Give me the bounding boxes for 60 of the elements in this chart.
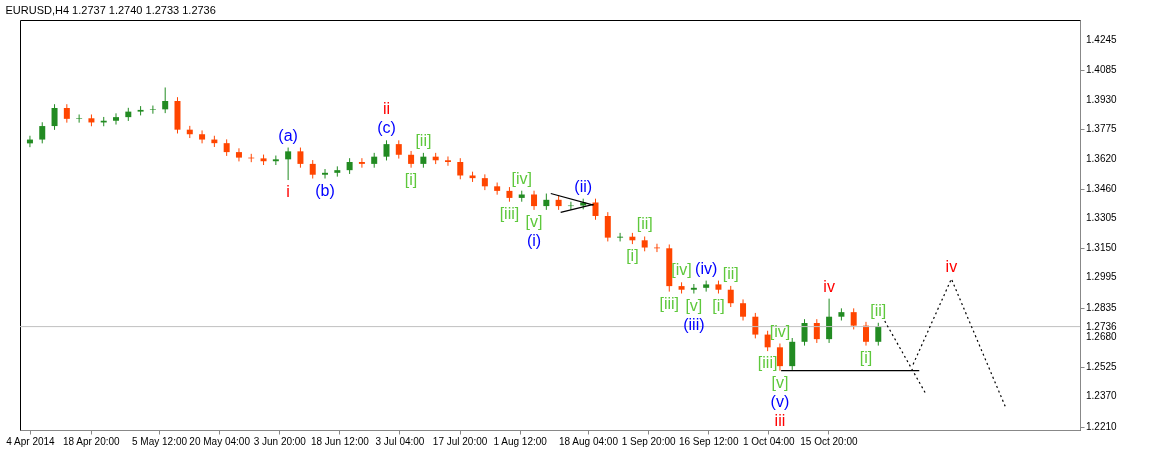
annotation: i [286, 183, 290, 201]
y-tick-label: 1.4085 [1086, 64, 1118, 76]
annotation: ii [382, 100, 391, 118]
y-tick-label: 1.3620 [1086, 152, 1118, 164]
annotation: [i] [712, 296, 725, 314]
x-tick-label: 3 Jun 20:00 [253, 435, 307, 447]
x-tick-label: 17 Jul 20:00 [432, 435, 488, 447]
y-tick-label: 1.2370 [1086, 390, 1118, 402]
y-tick-label: 1.3305 [1086, 212, 1118, 224]
y-tick-label: 1.2835 [1086, 301, 1118, 313]
y-tick-label: 1.2680 [1086, 331, 1118, 343]
annotation: [iv] [511, 169, 532, 187]
x-tick-label: 4 Apr 2014 [6, 435, 56, 447]
annotation: [ii] [870, 301, 887, 319]
annotation: [i] [859, 348, 873, 366]
x-tick-label: 18 Aug 04:00 [559, 435, 619, 447]
x-tick-label: 1 Aug 12:00 [493, 435, 548, 447]
y-tick-label: 1.3930 [1086, 93, 1118, 105]
y-tick-label: 1.3460 [1086, 182, 1118, 194]
annotation: iv [823, 277, 835, 295]
annotation: [iv] [671, 261, 692, 279]
x-tick-label: 18 Jun 12:00 [310, 435, 370, 447]
annotation: (a) [278, 126, 298, 144]
y-tick-label: 1.2525 [1086, 360, 1118, 372]
annotation: [iv] [769, 322, 791, 340]
y-tick-label: 1.3150 [1086, 241, 1118, 253]
annotation: [i] [404, 170, 418, 188]
annotation: [ii] [415, 131, 432, 149]
annotation: (v) [770, 392, 790, 410]
annotation: (iii) [683, 315, 705, 333]
annotation: (iv) [695, 259, 718, 277]
annotation: iv [945, 257, 958, 275]
x-tick-label: 5 May 12:00 [132, 435, 188, 447]
x-tick-label: 3 Jul 04:00 [375, 435, 425, 447]
x-tick-label: 18 Apr 20:00 [62, 435, 121, 447]
annotation: [iii] [499, 204, 520, 222]
chart-title: EURUSD,H4 1.2737 1.2740 1.2733 1.2736 [5, 4, 216, 16]
y-tick-label: 1.3775 [1086, 123, 1118, 135]
x-tick-label: 15 Oct 20:00 [800, 435, 858, 447]
annotation: [ii] [636, 215, 653, 233]
annotation: (ii) [574, 177, 593, 195]
y-tick-label: 1.2995 [1086, 271, 1118, 283]
annotation: (c) [377, 119, 396, 137]
annotation: [iii] [757, 354, 778, 372]
annotation: [v] [525, 212, 543, 230]
x-tick-label: 1 Oct 04:00 [742, 435, 796, 447]
annotation: [v] [771, 373, 789, 391]
y-tick-label: 1.4245 [1086, 33, 1118, 45]
y-tick-label: 1.2210 [1086, 420, 1118, 432]
annotation: iii [774, 411, 786, 429]
annotation: [ii] [722, 264, 739, 282]
x-tick-label: 1 Sep 20:00 [621, 435, 677, 447]
annotation: [i] [626, 247, 639, 265]
x-tick-label: 16 Sep 12:00 [678, 435, 739, 447]
annotation: [v] [685, 296, 703, 314]
ref-line-label: 1.2736 [1086, 320, 1118, 332]
annotation: (b) [315, 181, 335, 199]
annotation: [iii] [659, 294, 680, 312]
annotation: (i) [526, 231, 542, 249]
x-tick-label: 20 May 04:00 [189, 435, 251, 447]
